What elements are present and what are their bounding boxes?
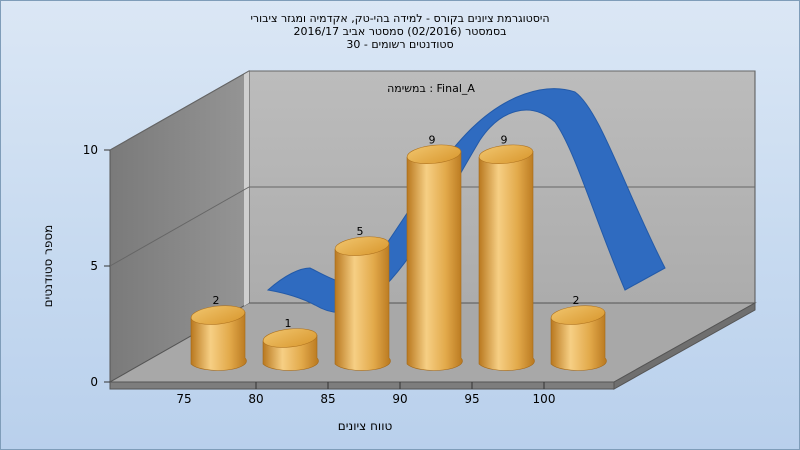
bar-top xyxy=(478,144,534,164)
x-tick-label: 90 xyxy=(392,392,407,406)
bar-body xyxy=(334,242,391,371)
x-tick-label: 95 xyxy=(464,392,479,406)
x-tick-label: 85 xyxy=(320,392,335,406)
bar-top xyxy=(262,328,318,348)
y-tick-label: 5 xyxy=(90,259,98,273)
bar-value-label: 2 xyxy=(573,294,580,307)
y-ticks: 0 5 10 xyxy=(83,143,110,389)
bar xyxy=(190,305,247,371)
x-tick-label: 75 xyxy=(176,392,191,406)
y-tick-label: 0 xyxy=(90,375,98,389)
bar-top xyxy=(190,305,246,325)
bar xyxy=(478,144,535,371)
gridline-left xyxy=(109,70,250,151)
bar-top xyxy=(550,305,606,325)
chart-title-line-1: היסטוגרמת ציונים בקורס - למידה בהי-טק, א… xyxy=(250,12,550,25)
bars xyxy=(190,144,607,371)
y-tick-label: 10 xyxy=(83,143,98,157)
bar xyxy=(262,328,319,371)
bar-body xyxy=(550,311,607,371)
bar-body xyxy=(190,311,247,371)
bar-top xyxy=(406,144,462,164)
data-labels: 2 1 5 9 9 2 xyxy=(213,133,580,330)
bar xyxy=(334,236,391,371)
bar-value-label: 9 xyxy=(429,133,436,146)
y-axis-title: מספר סטודנטים xyxy=(41,225,55,308)
bar-value-label: 2 xyxy=(213,294,220,307)
x-ticks: 75 80 85 90 95 100 xyxy=(176,382,555,406)
floor-edge xyxy=(109,381,615,390)
gridline-left xyxy=(109,186,250,267)
chart-title-line-2: בסמסטר (02/2016) סמסטר אביב 2016/17 xyxy=(293,25,507,38)
task-annotation: במשימה : Final_A xyxy=(387,82,475,95)
chart-title-line-3: סטודנטים רשומים - 30 xyxy=(346,38,454,51)
bar-body xyxy=(478,150,535,371)
floor-edge-right xyxy=(613,302,756,390)
x-tick-label: 100 xyxy=(533,392,556,406)
bar xyxy=(406,144,463,371)
bar-body xyxy=(406,150,463,371)
bar-value-label: 5 xyxy=(357,225,364,238)
x-axis-title: טווח ציונים xyxy=(338,419,393,433)
x-tick-label: 80 xyxy=(248,392,263,406)
bar-top xyxy=(334,236,390,256)
bar-value-label: 9 xyxy=(501,133,508,146)
bar xyxy=(550,305,607,371)
bar-value-label: 1 xyxy=(285,317,292,330)
